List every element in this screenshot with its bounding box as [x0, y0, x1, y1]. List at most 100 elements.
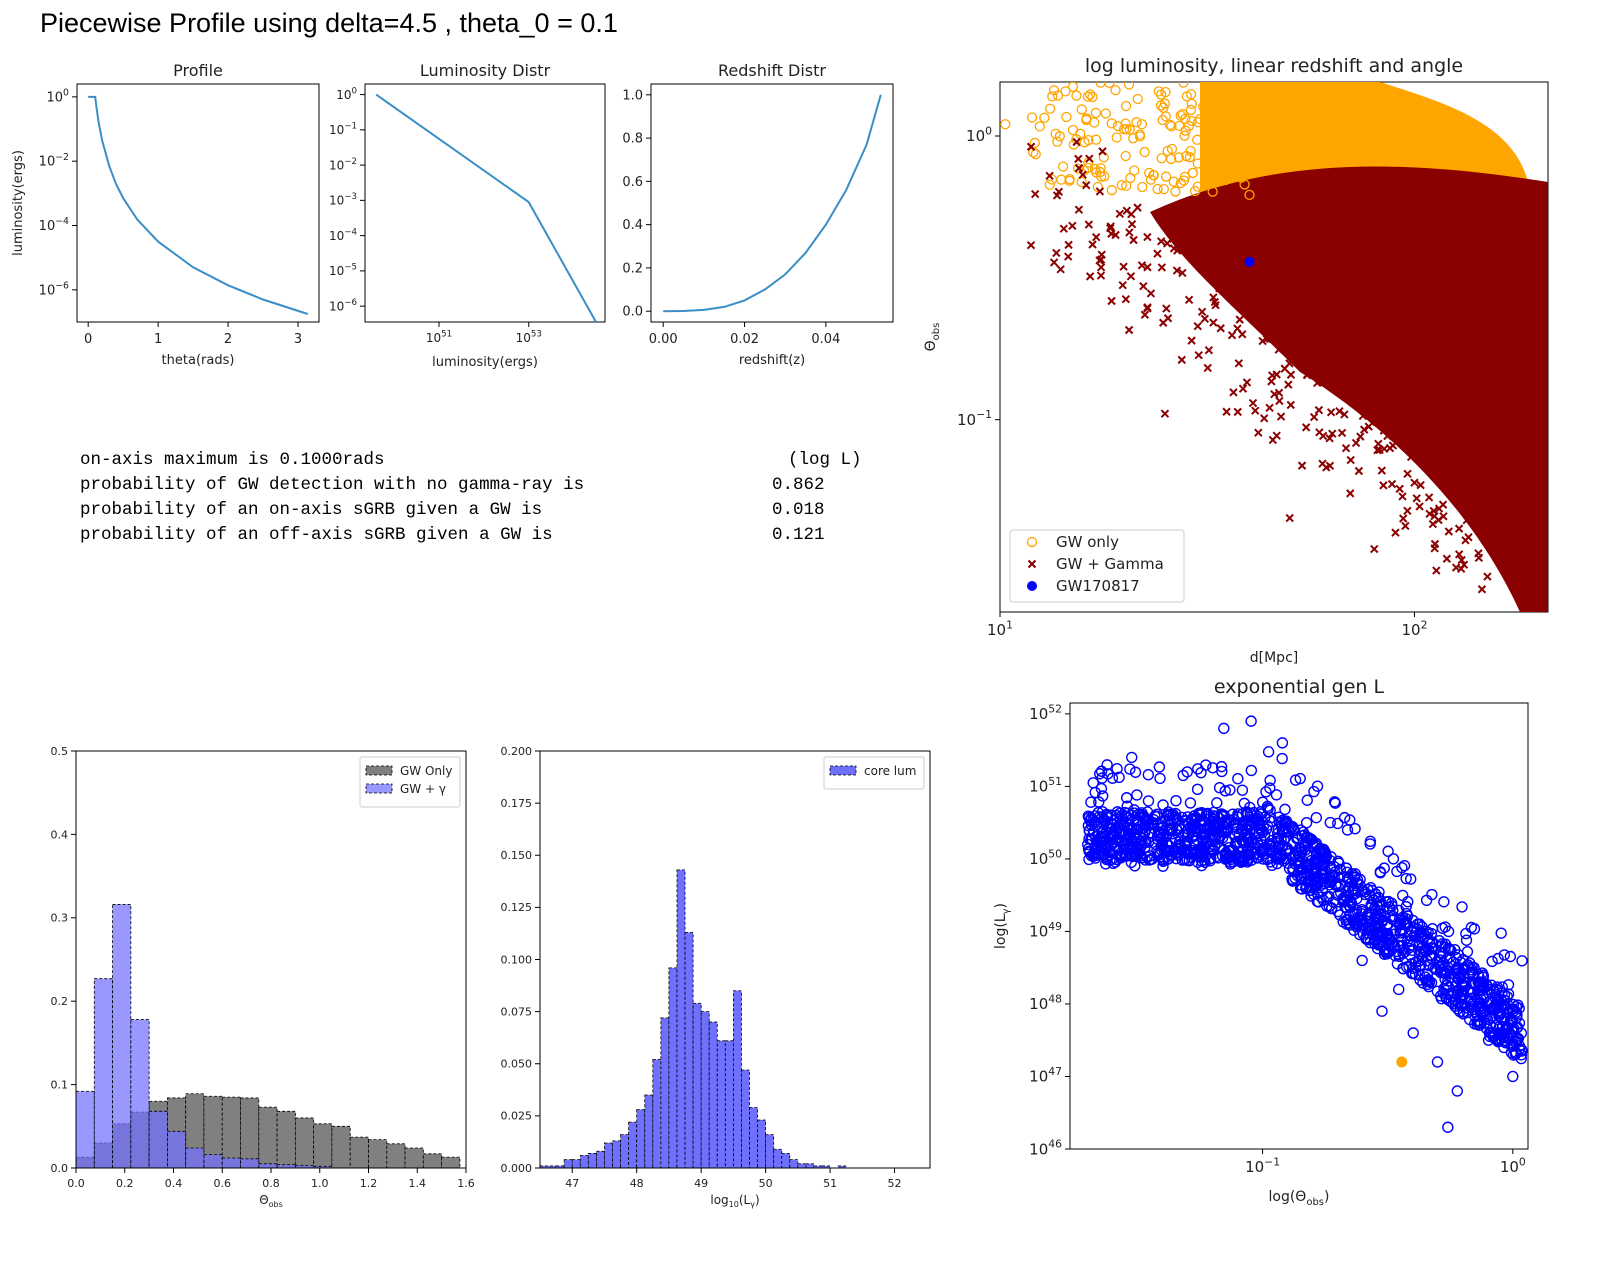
gw-gamma-point: [1049, 258, 1059, 267]
histogram-bar: [652, 1059, 662, 1169]
gw-gamma-point: [1312, 318, 1322, 328]
gw-gamma-point: [1259, 414, 1269, 423]
scatter-point: [1330, 877, 1343, 890]
histogram-bar: [294, 1117, 315, 1169]
scatter-point: [1181, 766, 1193, 778]
stat-label: probability of an on-axis sGRB given a G…: [80, 500, 543, 520]
gw-gamma-point: [1383, 431, 1392, 441]
gw-gamma-point: [1569, 615, 1576, 622]
gw-only-point: [1044, 179, 1055, 190]
gw-only-point: [1047, 91, 1058, 102]
scatter-point: [1166, 828, 1178, 840]
y-tick-label: 10−5: [329, 263, 357, 278]
gw-gamma-point: [1143, 263, 1152, 272]
gw-gamma-point: [1442, 554, 1452, 563]
y-tick-label: 0.175: [501, 797, 533, 810]
x-tick-label: 100: [1500, 1155, 1526, 1176]
y-tick-label: 1050: [1029, 847, 1062, 868]
highlight-point: [1396, 1056, 1408, 1068]
gw-gamma-point: [1238, 384, 1248, 393]
y-tick-label: 10−2: [39, 152, 69, 170]
gw-gamma-point: [1197, 265, 1207, 274]
stat-value: 0.018: [772, 500, 825, 520]
stat-header: (log L): [788, 450, 862, 470]
histogram-bar: [620, 1134, 630, 1169]
gw-gamma-point: [1284, 380, 1293, 389]
gw-gamma-point: [1372, 417, 1381, 427]
gw-gamma-point: [1074, 163, 1084, 173]
scatter-point: [1215, 760, 1228, 773]
gw-gamma-point: [1125, 228, 1134, 237]
histogram-bar: [258, 1163, 278, 1169]
scatter-point: [1103, 846, 1115, 859]
stat-row: probability of an on-axis sGRB given a G…: [80, 500, 900, 525]
gw-gamma-point: [1399, 514, 1408, 523]
gw-gamma-point: [1064, 240, 1073, 250]
gw-gamma-point: [1341, 353, 1350, 362]
gw-only-point: [1201, 154, 1213, 166]
scatter-point: [1441, 979, 1453, 991]
scatter-point: [1300, 831, 1313, 843]
gw-gamma-point: [1143, 304, 1152, 313]
scatter-point: [1201, 824, 1213, 836]
gw-gamma-point: [1457, 555, 1466, 565]
scatter-point: [1400, 872, 1412, 885]
scatter-point: [1154, 772, 1166, 785]
y-tick-label: 0.125: [501, 901, 533, 914]
gw-gamma-point: [1314, 405, 1324, 415]
x-tick-label: 0.4: [165, 1177, 183, 1190]
gw-only-point: [1180, 113, 1191, 124]
gw-only-point: [1235, 130, 1246, 142]
x-tick-label: 1: [154, 332, 162, 347]
scatter-point: [1081, 838, 1094, 851]
gw-gamma-point: [1432, 566, 1441, 575]
gw-only-point: [1092, 181, 1103, 193]
legend-label: GW + Gamma: [1056, 555, 1164, 573]
gw-only-point: [1179, 130, 1190, 141]
gw-gamma-point: [1276, 315, 1286, 325]
x-tick-label: 0.6: [214, 1177, 232, 1190]
gw-only-point: [1168, 176, 1179, 187]
gw-gamma-point: [1187, 336, 1196, 345]
y-axis-label: luminosity(ergs): [11, 150, 26, 256]
scatter-point: [1394, 919, 1407, 931]
gw-gamma-point: [1341, 443, 1351, 453]
gw-only-point: [1064, 175, 1075, 186]
x-tick-label: 49: [694, 1177, 708, 1190]
x-tick-label: 2: [224, 332, 232, 347]
gw-only-point: [1248, 128, 1259, 139]
scatter-point: [1157, 860, 1169, 872]
legend-label: core lum: [864, 764, 916, 778]
gw-only-point: [1111, 132, 1122, 143]
gw-only-point: [1000, 119, 1011, 130]
scatter-point: [1328, 796, 1341, 808]
gw-only-point: [1215, 167, 1226, 178]
scatter-point: [1451, 988, 1463, 1001]
gw-gamma-point: [1409, 412, 1418, 421]
scatter-point: [1083, 825, 1095, 837]
scatter-point: [1213, 812, 1226, 824]
x-tick-label: 1.2: [360, 1177, 378, 1190]
scatter-point: [1280, 853, 1292, 865]
scatter-point: [1489, 992, 1502, 1004]
x-tick-label: 0: [84, 332, 92, 347]
gw-only-point: [1249, 82, 1260, 91]
gw-gamma-point: [1026, 142, 1036, 151]
gw-gamma-point: [1428, 413, 1438, 423]
scatter-point: [1439, 921, 1451, 933]
gw-only-point: [1234, 158, 1245, 170]
gw-gamma-point: [1314, 361, 1324, 371]
gw-only-point: [1152, 183, 1163, 195]
gw-gamma-point: [1172, 266, 1182, 275]
scatter-point: [1260, 786, 1272, 798]
gw-gamma-point: [1427, 443, 1436, 453]
gw-gamma-point: [1511, 488, 1520, 498]
gw-gamma-point: [1175, 207, 1184, 217]
x-tick-label: 52: [888, 1177, 902, 1190]
scatter-point: [1289, 774, 1302, 786]
scatter-point: [1332, 871, 1344, 883]
theta-histogram-chart: 0.0 0.2 0.4 0.6 0.8 1.0 1.2 1.4 1.6 0.0 0.1 0.2 0.3 0…: [51, 745, 475, 1209]
log-luminosity-chart: log luminosity, linear redshift and angl…: [923, 55, 1576, 666]
gw-gamma-point: [1248, 398, 1258, 408]
gw-only-point: [1207, 186, 1218, 197]
